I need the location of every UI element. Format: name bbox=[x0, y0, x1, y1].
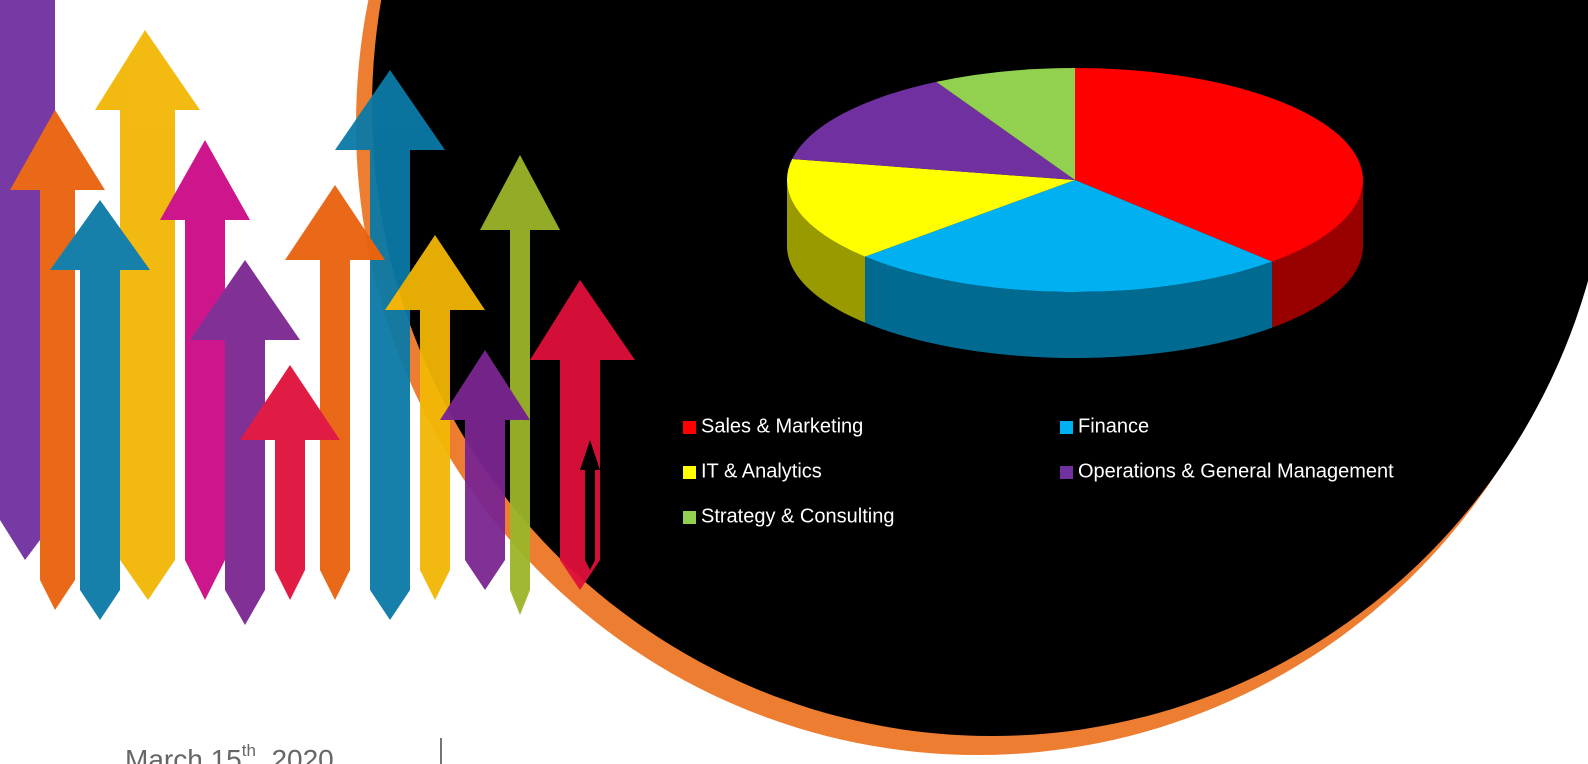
legend-label: IT & Analytics bbox=[701, 460, 822, 482]
pie-slice-side bbox=[787, 180, 866, 323]
date-year: , 2020 bbox=[256, 744, 334, 764]
legend: Sales & Marketing Finance IT & Analytics Op… bbox=[683, 415, 1394, 527]
legend-label: Strategy & Consulting bbox=[701, 505, 894, 527]
pie-chart bbox=[787, 68, 1363, 358]
legend-label: Finance bbox=[1078, 415, 1149, 437]
pie-slice bbox=[792, 81, 1075, 180]
legend-swatch bbox=[683, 421, 696, 434]
date-suffix: th bbox=[242, 741, 256, 760]
date: March 15th, 2020 bbox=[125, 741, 334, 764]
legend-label: Sales & Marketing bbox=[701, 415, 863, 437]
pie-slice-side bbox=[1272, 180, 1363, 328]
pie-slice-side bbox=[865, 256, 1273, 358]
legend-swatch bbox=[1060, 466, 1073, 479]
legend-swatch bbox=[1060, 421, 1073, 434]
legend-swatch bbox=[683, 511, 696, 524]
legend-swatch bbox=[683, 466, 696, 479]
pie-slice bbox=[936, 68, 1075, 180]
arrows-decoration bbox=[0, 0, 635, 625]
pie-slice bbox=[865, 180, 1273, 292]
pie-slice bbox=[787, 159, 1075, 257]
legend-label: Operations & General Management bbox=[1078, 460, 1394, 482]
pie-slice bbox=[1075, 68, 1363, 262]
date-main: March 15 bbox=[125, 744, 242, 764]
